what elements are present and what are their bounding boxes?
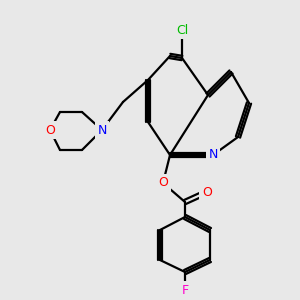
Text: N: N <box>97 124 107 136</box>
Text: N: N <box>208 148 218 161</box>
Text: O: O <box>202 185 212 199</box>
Text: O: O <box>158 176 168 190</box>
Text: F: F <box>182 284 189 296</box>
Text: Cl: Cl <box>176 23 188 37</box>
Text: O: O <box>45 124 55 136</box>
